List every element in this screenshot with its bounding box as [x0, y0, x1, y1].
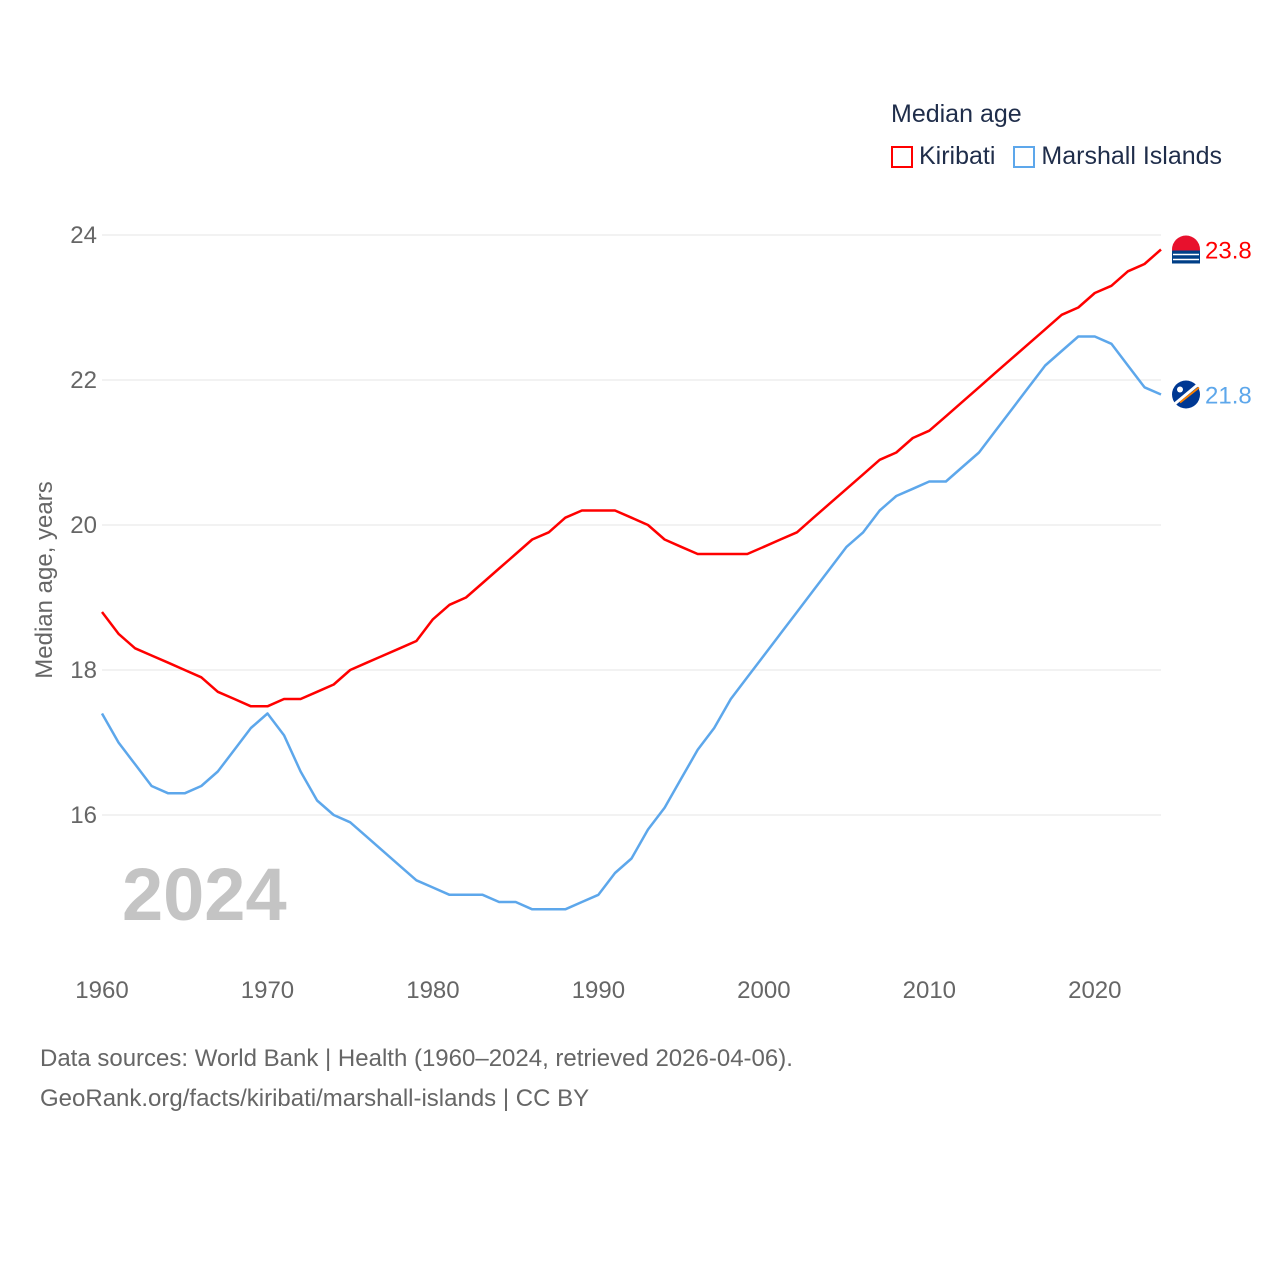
x-tick-label: 2020	[1068, 977, 1121, 1004]
flag-stripe	[1173, 383, 1199, 406]
x-tick-label: 1960	[75, 977, 128, 1004]
legend-label: Marshall Islands	[1041, 142, 1223, 170]
y-tick-label: 18	[70, 657, 97, 684]
data-sources: Data sources: World Bank | Health (1960–…	[40, 1045, 793, 1072]
legend-item-kiribati[interactable]: Kiribati	[891, 142, 995, 171]
y-tick-label: 20	[70, 512, 97, 539]
legend-swatch	[891, 145, 913, 168]
x-tick-label: 1970	[241, 977, 294, 1004]
legend-title: Median age	[891, 100, 1022, 128]
y-axis-label: Median age, years	[31, 481, 58, 678]
flag-star	[1177, 386, 1183, 393]
series-line-kiribati	[101, 248, 1162, 708]
flag-waves	[1172, 250, 1200, 264]
flag-stripe	[1179, 386, 1200, 404]
y-tick-label: 16	[70, 802, 97, 829]
end-value-label: 23.8	[1205, 238, 1252, 265]
x-tick-label: 1980	[406, 977, 459, 1004]
y-tick-label: 24	[70, 222, 97, 249]
year-overlay: 2024	[122, 853, 287, 936]
x-tick-label: 2010	[903, 977, 956, 1004]
attribution-link[interactable]: GeoRank.org/facts/kiribati/marshall-isla…	[40, 1085, 590, 1112]
legend-item-marshall-islands[interactable]: Marshall Islands	[1013, 142, 1222, 171]
legend-swatch	[1013, 145, 1036, 168]
series-line-marshall-islands	[100, 335, 1162, 911]
legend-label: Kiribati	[919, 142, 996, 170]
x-tick-label: 2000	[737, 977, 790, 1004]
y-tick-label: 22	[70, 367, 97, 394]
legend: Kiribati Marshall Islands	[891, 142, 1240, 171]
end-value-label: 21.8	[1205, 383, 1252, 410]
x-tick-label: 1990	[572, 977, 625, 1004]
